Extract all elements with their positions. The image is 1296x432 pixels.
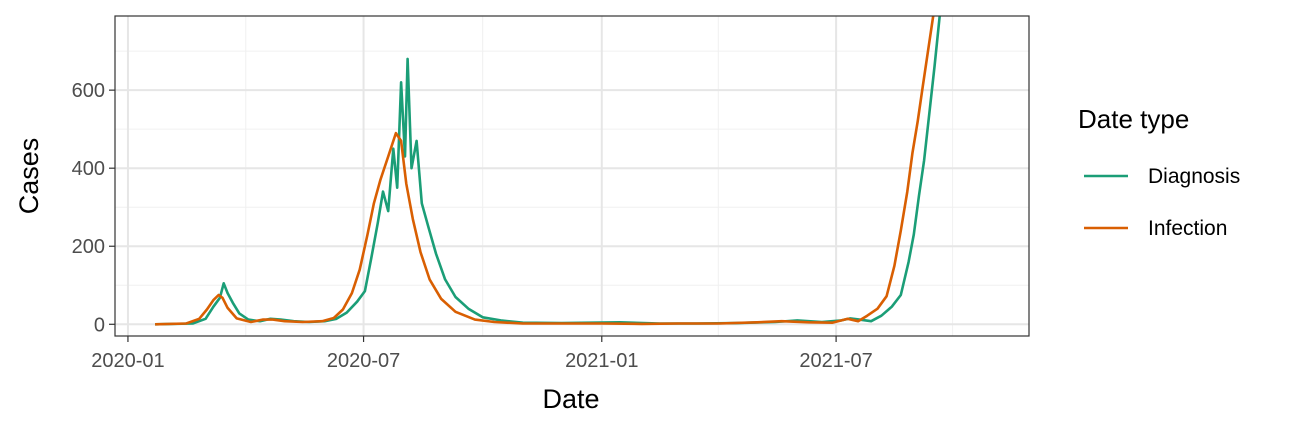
y-tick-label: 0 (94, 314, 105, 336)
x-tick-label: 2020-01 (91, 350, 164, 372)
plot-panel-border (114, 15, 1030, 337)
y-tick-label: 200 (72, 236, 105, 258)
x-tick-label: 2021-01 (565, 350, 638, 372)
x-axis: 2020-01 2020-07 2021-01 2021-07 (91, 336, 873, 372)
y-tick-label: 400 (72, 158, 105, 180)
minor-gridlines (115, 16, 1029, 336)
series-line-infection (155, 16, 935, 326)
y-axis-title: Cases (14, 138, 44, 215)
y-axis: 0 200 400 600 (72, 80, 115, 336)
x-tick-label: 2020-07 (327, 350, 400, 372)
series-layer (155, 16, 941, 326)
x-tick-label: 2021-07 (799, 350, 872, 372)
x-axis-title: Date (542, 384, 599, 414)
legend: Date type Diagnosis Infection (1078, 104, 1240, 240)
legend-label-infection: Infection (1148, 217, 1227, 240)
y-tick-label: 600 (72, 80, 105, 102)
legend-title: Date type (1078, 104, 1189, 134)
legend-label-diagnosis: Diagnosis (1148, 165, 1240, 188)
